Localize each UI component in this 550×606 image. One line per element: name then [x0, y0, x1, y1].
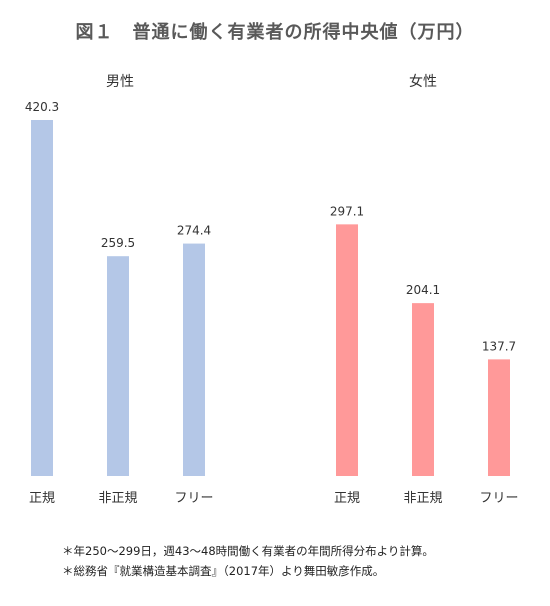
data-label-1-0: 297.1	[330, 204, 364, 218]
category-label-1-2: フリー	[479, 491, 518, 506]
category-label-0-0: 正規	[29, 491, 55, 506]
group-label-1: 女性	[409, 73, 437, 90]
bar-0-2	[183, 243, 205, 476]
data-label-1-1: 204.1	[406, 283, 440, 297]
bar-0-1	[107, 256, 129, 476]
note-line-1: ＊年250〜299日，週43〜48時間働く有業者の年間所得分布より計算。	[62, 544, 434, 558]
category-label-0-1: 非正規	[98, 491, 137, 506]
notes: ＊年250〜299日，週43〜48時間働く有業者の年間所得分布より計算。 ＊総務…	[62, 541, 434, 581]
bar-0-0	[31, 120, 53, 476]
data-label-0-1: 259.5	[101, 236, 135, 250]
category-label-0-2: フリー	[174, 491, 213, 506]
chart-title: 図１ 普通に働く有業者の所得中央値（万円）	[75, 22, 475, 43]
category-label-1-0: 正規	[334, 491, 360, 506]
data-label-0-2: 274.4	[177, 224, 211, 238]
data-label-1-2: 137.7	[482, 339, 516, 353]
data-label-0-0: 420.3	[25, 100, 59, 114]
bar-1-2	[488, 359, 510, 476]
group-label-0: 男性	[106, 74, 134, 90]
bar-1-0	[336, 224, 358, 476]
bar-chart: 男性 420.3 正規 259.5 非正規 274.4 フリー 女性 297.1 正規 204.1 非…	[25, 73, 519, 506]
note-line-2: ＊総務省『就業構造基本調査』（2017年）より舞田敏彦作成。	[62, 564, 385, 578]
category-label-1-1: 非正規	[403, 491, 442, 506]
bar-1-1	[412, 303, 434, 476]
